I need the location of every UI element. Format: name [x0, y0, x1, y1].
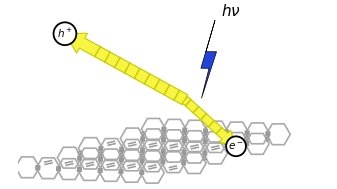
FancyArrow shape: [182, 97, 236, 146]
Circle shape: [226, 136, 246, 156]
Text: $h\nu$: $h\nu$: [221, 3, 241, 19]
Text: $h^+$: $h^+$: [57, 27, 73, 40]
Circle shape: [54, 22, 76, 45]
FancyArrow shape: [65, 33, 188, 105]
Text: $e^-$: $e^-$: [228, 141, 244, 152]
Polygon shape: [201, 20, 217, 98]
